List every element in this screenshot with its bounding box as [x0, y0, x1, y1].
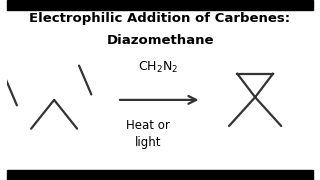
Bar [7, 170, 313, 180]
Bar [7, 0, 313, 10]
Text: CH$_2$N$_2$: CH$_2$N$_2$ [138, 60, 179, 75]
Text: Diazomethane: Diazomethane [106, 34, 214, 47]
Text: Electrophilic Addition of Carbenes:: Electrophilic Addition of Carbenes: [29, 12, 291, 25]
Text: Heat or
light: Heat or light [126, 119, 170, 149]
